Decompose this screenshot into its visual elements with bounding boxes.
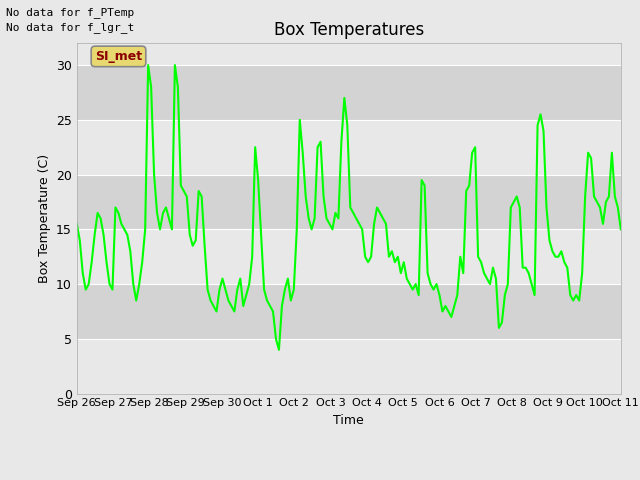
Bar xyxy=(77,65,621,120)
Title: Box Temperatures: Box Temperatures xyxy=(274,21,424,39)
Bar xyxy=(77,229,621,284)
Bar xyxy=(77,339,621,394)
Bar xyxy=(77,284,621,339)
Y-axis label: Box Temperature (C): Box Temperature (C) xyxy=(38,154,51,283)
Bar xyxy=(77,120,621,175)
Text: SI_met: SI_met xyxy=(95,50,142,63)
Text: No data for f_PTemp: No data for f_PTemp xyxy=(6,7,134,18)
Text: No data for f_lgr_t: No data for f_lgr_t xyxy=(6,22,134,33)
Legend: Tower Air T: Tower Air T xyxy=(292,477,406,480)
Bar xyxy=(77,175,621,229)
X-axis label: Time: Time xyxy=(333,414,364,427)
